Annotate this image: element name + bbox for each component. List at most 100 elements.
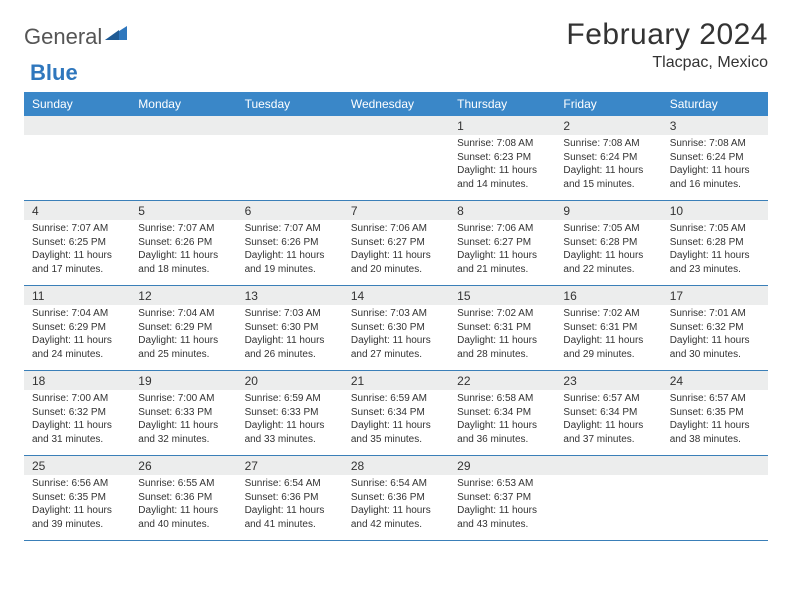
sunrise-text: Sunrise: 7:03 AM — [351, 307, 441, 321]
daylight-text-2: and 27 minutes. — [351, 348, 441, 362]
day-cell: 23Sunrise: 6:57 AMSunset: 6:34 PMDayligh… — [555, 371, 661, 455]
weekday-label: Saturday — [662, 92, 768, 116]
daylight-text-2: and 33 minutes. — [245, 433, 335, 447]
sunset-text: Sunset: 6:24 PM — [563, 151, 653, 165]
day-info: Sunrise: 7:02 AMSunset: 6:31 PMDaylight:… — [449, 305, 555, 365]
daylight-text-2: and 16 minutes. — [670, 178, 760, 192]
sunset-text: Sunset: 6:25 PM — [32, 236, 122, 250]
day-cell: 1Sunrise: 7:08 AMSunset: 6:23 PMDaylight… — [449, 116, 555, 200]
day-cell: 26Sunrise: 6:55 AMSunset: 6:36 PMDayligh… — [130, 456, 236, 540]
sunrise-text: Sunrise: 6:55 AM — [138, 477, 228, 491]
day-cell: 11Sunrise: 7:04 AMSunset: 6:29 PMDayligh… — [24, 286, 130, 370]
daylight-text-1: Daylight: 11 hours — [138, 249, 228, 263]
day-cell: 12Sunrise: 7:04 AMSunset: 6:29 PMDayligh… — [130, 286, 236, 370]
day-cell: 28Sunrise: 6:54 AMSunset: 6:36 PMDayligh… — [343, 456, 449, 540]
sunset-text: Sunset: 6:35 PM — [32, 491, 122, 505]
day-number: 25 — [24, 456, 130, 475]
day-info: Sunrise: 7:07 AMSunset: 6:26 PMDaylight:… — [237, 220, 343, 280]
sunset-text: Sunset: 6:30 PM — [245, 321, 335, 335]
daylight-text-1: Daylight: 11 hours — [457, 164, 547, 178]
sunrise-text: Sunrise: 7:08 AM — [670, 137, 760, 151]
day-cell: 8Sunrise: 7:06 AMSunset: 6:27 PMDaylight… — [449, 201, 555, 285]
day-number — [237, 116, 343, 135]
sunset-text: Sunset: 6:32 PM — [32, 406, 122, 420]
day-cell: 24Sunrise: 6:57 AMSunset: 6:35 PMDayligh… — [662, 371, 768, 455]
day-info: Sunrise: 7:08 AMSunset: 6:24 PMDaylight:… — [555, 135, 661, 195]
day-info: Sunrise: 7:08 AMSunset: 6:24 PMDaylight:… — [662, 135, 768, 195]
daylight-text-2: and 37 minutes. — [563, 433, 653, 447]
day-number: 23 — [555, 371, 661, 390]
day-number: 29 — [449, 456, 555, 475]
sunset-text: Sunset: 6:34 PM — [457, 406, 547, 420]
sunset-text: Sunset: 6:34 PM — [351, 406, 441, 420]
day-number: 1 — [449, 116, 555, 135]
day-cell: 9Sunrise: 7:05 AMSunset: 6:28 PMDaylight… — [555, 201, 661, 285]
weekday-header: SundayMondayTuesdayWednesdayThursdayFrid… — [24, 92, 768, 116]
day-info: Sunrise: 6:58 AMSunset: 6:34 PMDaylight:… — [449, 390, 555, 450]
day-cell — [130, 116, 236, 200]
daylight-text-1: Daylight: 11 hours — [670, 334, 760, 348]
sunrise-text: Sunrise: 7:01 AM — [670, 307, 760, 321]
daylight-text-2: and 35 minutes. — [351, 433, 441, 447]
daylight-text-2: and 36 minutes. — [457, 433, 547, 447]
sunset-text: Sunset: 6:30 PM — [351, 321, 441, 335]
weekday-label: Sunday — [24, 92, 130, 116]
daylight-text-2: and 43 minutes. — [457, 518, 547, 532]
day-info: Sunrise: 6:55 AMSunset: 6:36 PMDaylight:… — [130, 475, 236, 535]
sunset-text: Sunset: 6:31 PM — [457, 321, 547, 335]
sunrise-text: Sunrise: 7:03 AM — [245, 307, 335, 321]
sunrise-text: Sunrise: 6:57 AM — [563, 392, 653, 406]
daylight-text-1: Daylight: 11 hours — [32, 419, 122, 433]
day-cell: 3Sunrise: 7:08 AMSunset: 6:24 PMDaylight… — [662, 116, 768, 200]
daylight-text-2: and 15 minutes. — [563, 178, 653, 192]
sunrise-text: Sunrise: 7:02 AM — [563, 307, 653, 321]
day-number — [24, 116, 130, 135]
day-number — [343, 116, 449, 135]
daylight-text-2: and 29 minutes. — [563, 348, 653, 362]
sunset-text: Sunset: 6:31 PM — [563, 321, 653, 335]
daylight-text-1: Daylight: 11 hours — [351, 249, 441, 263]
day-number: 26 — [130, 456, 236, 475]
sunrise-text: Sunrise: 7:06 AM — [457, 222, 547, 236]
daylight-text-2: and 19 minutes. — [245, 263, 335, 277]
sunset-text: Sunset: 6:28 PM — [670, 236, 760, 250]
daylight-text-1: Daylight: 11 hours — [245, 249, 335, 263]
sunrise-text: Sunrise: 7:04 AM — [138, 307, 228, 321]
brand-word1: General — [24, 24, 102, 50]
weekday-label: Thursday — [449, 92, 555, 116]
day-number: 5 — [130, 201, 236, 220]
sunset-text: Sunset: 6:27 PM — [457, 236, 547, 250]
day-cell: 16Sunrise: 7:02 AMSunset: 6:31 PMDayligh… — [555, 286, 661, 370]
daylight-text-2: and 32 minutes. — [138, 433, 228, 447]
brand-logo: General — [24, 18, 129, 50]
daylight-text-1: Daylight: 11 hours — [563, 164, 653, 178]
day-number: 9 — [555, 201, 661, 220]
daylight-text-2: and 38 minutes. — [670, 433, 760, 447]
daylight-text-2: and 20 minutes. — [351, 263, 441, 277]
daylight-text-2: and 23 minutes. — [670, 263, 760, 277]
daylight-text-1: Daylight: 11 hours — [32, 334, 122, 348]
sunset-text: Sunset: 6:35 PM — [670, 406, 760, 420]
day-cell: 10Sunrise: 7:05 AMSunset: 6:28 PMDayligh… — [662, 201, 768, 285]
weekday-label: Tuesday — [237, 92, 343, 116]
daylight-text-1: Daylight: 11 hours — [245, 419, 335, 433]
day-info: Sunrise: 7:00 AMSunset: 6:32 PMDaylight:… — [24, 390, 130, 450]
sunrise-text: Sunrise: 7:00 AM — [138, 392, 228, 406]
day-info: Sunrise: 7:06 AMSunset: 6:27 PMDaylight:… — [449, 220, 555, 280]
daylight-text-1: Daylight: 11 hours — [670, 164, 760, 178]
daylight-text-1: Daylight: 11 hours — [563, 249, 653, 263]
day-info: Sunrise: 7:04 AMSunset: 6:29 PMDaylight:… — [130, 305, 236, 365]
day-cell: 15Sunrise: 7:02 AMSunset: 6:31 PMDayligh… — [449, 286, 555, 370]
day-number: 14 — [343, 286, 449, 305]
day-cell — [343, 116, 449, 200]
day-cell: 21Sunrise: 6:59 AMSunset: 6:34 PMDayligh… — [343, 371, 449, 455]
daylight-text-2: and 41 minutes. — [245, 518, 335, 532]
day-cell: 13Sunrise: 7:03 AMSunset: 6:30 PMDayligh… — [237, 286, 343, 370]
week-row: 4Sunrise: 7:07 AMSunset: 6:25 PMDaylight… — [24, 201, 768, 286]
daylight-text-2: and 40 minutes. — [138, 518, 228, 532]
brand-triangle-icon — [105, 24, 127, 45]
day-number: 19 — [130, 371, 236, 390]
daylight-text-2: and 17 minutes. — [32, 263, 122, 277]
sunrise-text: Sunrise: 7:04 AM — [32, 307, 122, 321]
sunrise-text: Sunrise: 7:05 AM — [670, 222, 760, 236]
